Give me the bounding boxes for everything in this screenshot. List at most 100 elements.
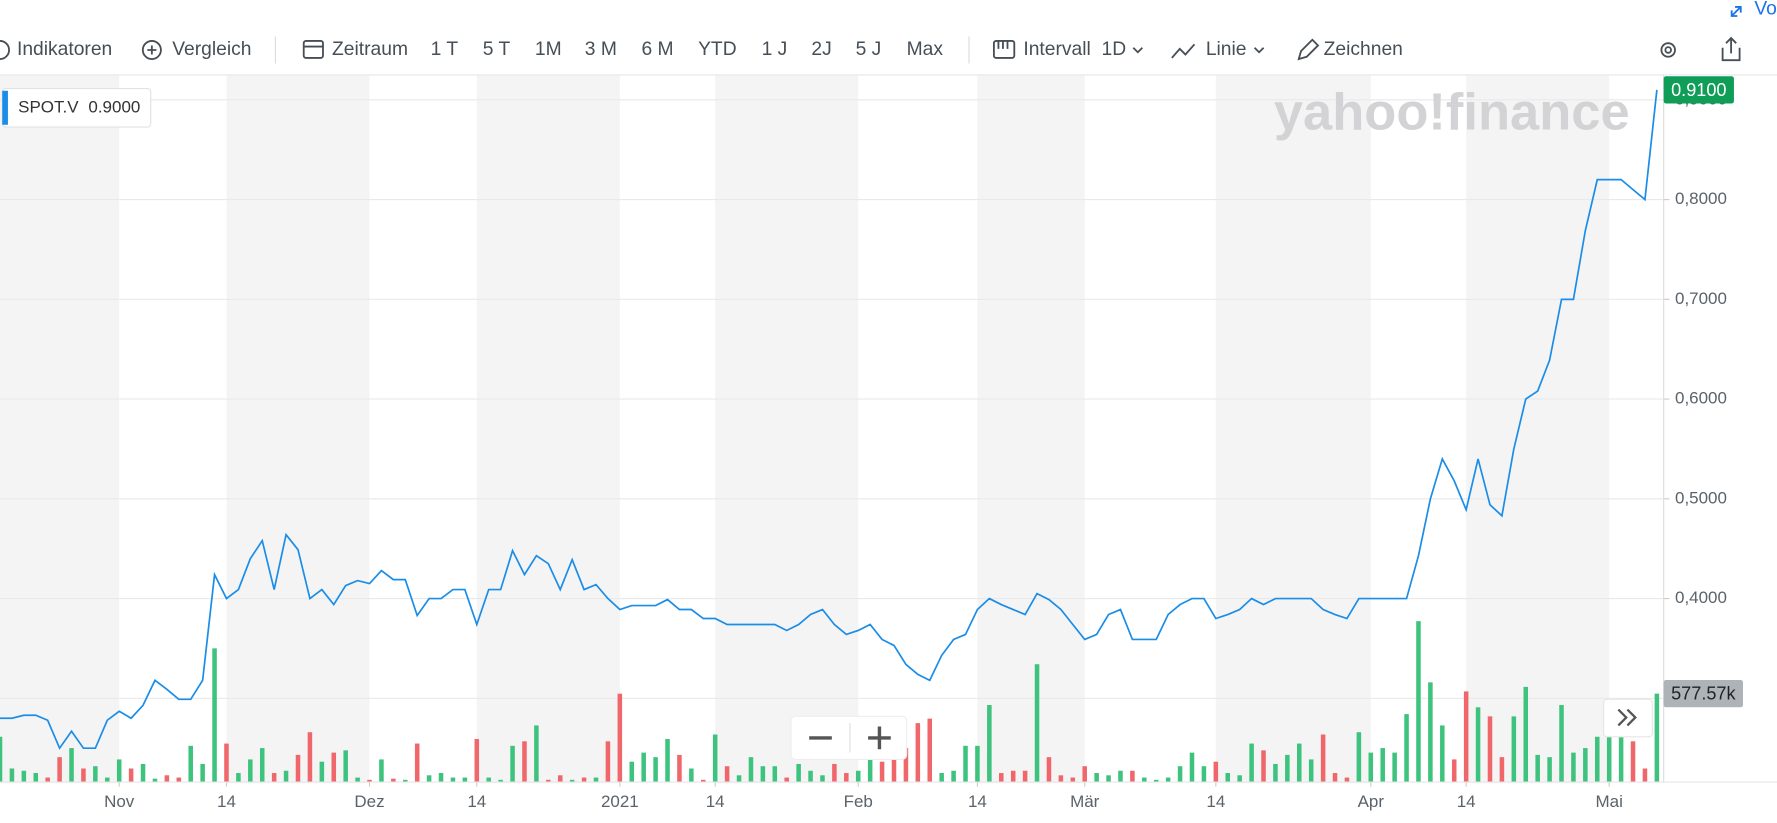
scroll-button[interactable] xyxy=(1603,698,1653,738)
caret xyxy=(1253,47,1265,54)
volume-bar xyxy=(1273,763,1278,783)
volume-bar xyxy=(331,752,337,783)
volume-bar xyxy=(1070,777,1076,783)
zoom-in[interactable] xyxy=(868,726,891,750)
volume-bar xyxy=(248,759,253,783)
volume-bar xyxy=(1320,734,1326,783)
volume-bar xyxy=(33,773,39,783)
volume-bar xyxy=(486,777,491,783)
volume-bar xyxy=(736,775,742,783)
volume-bar xyxy=(1189,752,1195,783)
volume-bar xyxy=(307,732,313,783)
toolbar-item[interactable]: Zeichnen xyxy=(1324,39,1403,60)
price-tag xyxy=(1663,76,1734,104)
volume-bar xyxy=(1654,693,1660,783)
toolbar-item[interactable]: Intervall xyxy=(1023,39,1090,60)
volume-bar xyxy=(1344,777,1350,783)
toolbar-item[interactable]: 1 T xyxy=(431,39,459,60)
volume-bar xyxy=(772,766,778,783)
volume-bar xyxy=(1535,754,1540,783)
volume-bar xyxy=(939,773,944,783)
toolbar-item[interactable]: 2J xyxy=(811,39,831,60)
volume-bar xyxy=(891,757,897,783)
volume-bar xyxy=(271,773,277,783)
volume-bar xyxy=(1094,773,1099,783)
volume-bar xyxy=(1249,743,1254,783)
volume-bar xyxy=(164,775,170,783)
x-tick-label: Dez xyxy=(354,792,384,811)
volume-bar xyxy=(724,766,730,783)
volume-bar xyxy=(569,779,575,783)
volume-bar xyxy=(1511,716,1517,783)
price-tag-label: 0.9100 xyxy=(1671,80,1726,100)
volume-bar xyxy=(522,741,527,783)
fullscreen-icon xyxy=(1730,6,1742,17)
volume-bar xyxy=(414,743,420,783)
volume-bar xyxy=(987,705,992,783)
volume-bar xyxy=(1142,777,1147,783)
volume-bar xyxy=(1487,716,1493,783)
volume-bar xyxy=(462,777,468,783)
volume-bar xyxy=(0,736,3,783)
toolbar-item[interactable]: 5 J xyxy=(856,39,882,60)
x-tick-label: 14 xyxy=(217,792,236,811)
volume-bar xyxy=(1475,707,1481,783)
draw-icon xyxy=(1297,38,1320,61)
volume-bar xyxy=(1451,759,1457,783)
volume-bar xyxy=(1606,736,1612,783)
compare-plus xyxy=(147,45,157,55)
volume-bar xyxy=(808,770,813,783)
volume-bar xyxy=(1213,761,1219,783)
watermark: yahoo!finance xyxy=(1274,83,1630,141)
volume-bar xyxy=(367,779,372,783)
volume-bar xyxy=(1630,741,1636,783)
toolbar-item[interactable]: 1D xyxy=(1102,39,1127,60)
share-icon xyxy=(1721,36,1741,62)
toolbar: Indikatoren Vergleich Zeitraum 1 T 5 T 1M 3 M 6… xyxy=(17,39,1403,60)
volume-bar xyxy=(283,770,289,783)
volume-bar xyxy=(1153,779,1159,783)
toolbar-item[interactable]: Indikatoren xyxy=(17,39,112,60)
toolbar-item[interactable]: 1 J xyxy=(762,39,788,60)
volume-bar xyxy=(1523,686,1529,783)
settings-hub xyxy=(1664,46,1672,54)
volume-bar xyxy=(474,739,480,783)
toolbar-item[interactable]: 6 M xyxy=(641,39,673,60)
volume-bar xyxy=(1225,773,1231,783)
y-tick-label: 0,5000 xyxy=(1675,488,1727,507)
legend-name[interactable]: SPOT.V xyxy=(18,97,79,116)
interval-icon xyxy=(992,40,1016,59)
volume-bar xyxy=(176,777,182,783)
period-shade xyxy=(226,74,370,784)
interval-ticks xyxy=(997,40,1009,49)
fullscreen-label[interactable]: Vo xyxy=(1754,0,1776,19)
volume-bar xyxy=(1428,682,1433,783)
toolbar-item[interactable]: Zeitraum xyxy=(332,39,408,60)
volume-bar xyxy=(295,754,301,783)
volume-bar xyxy=(391,778,396,783)
volume-bar xyxy=(820,775,825,783)
volume-bar xyxy=(1332,773,1338,783)
volume-bar xyxy=(1440,725,1445,783)
volume-bar xyxy=(903,748,909,783)
toolbar-item[interactable]: YTD xyxy=(698,39,737,60)
volume-bar xyxy=(1130,770,1135,783)
toolbar-icons xyxy=(0,6,1742,62)
volume-bar xyxy=(1618,732,1624,783)
toolbar-item[interactable]: 5 T xyxy=(483,39,511,60)
toolbar-item[interactable]: Linie xyxy=(1206,39,1247,60)
volume-bar xyxy=(1499,757,1505,783)
volume-bar xyxy=(712,734,718,783)
x-tick-label: 14 xyxy=(467,792,486,811)
toolbar-item[interactable]: Max xyxy=(907,39,944,60)
toolbar-item[interactable]: 3 M xyxy=(585,39,617,60)
legend-value: 0.9000 xyxy=(88,97,140,116)
volume-bar xyxy=(1571,752,1576,783)
volume-bar xyxy=(1642,768,1648,783)
toolbar-item[interactable]: Vergleich xyxy=(172,39,251,60)
volume-bar xyxy=(45,777,50,783)
line-icon xyxy=(1171,43,1196,59)
volume-bar xyxy=(951,770,956,783)
volume-bar xyxy=(69,748,74,783)
toolbar-item[interactable]: 1M xyxy=(535,39,562,60)
